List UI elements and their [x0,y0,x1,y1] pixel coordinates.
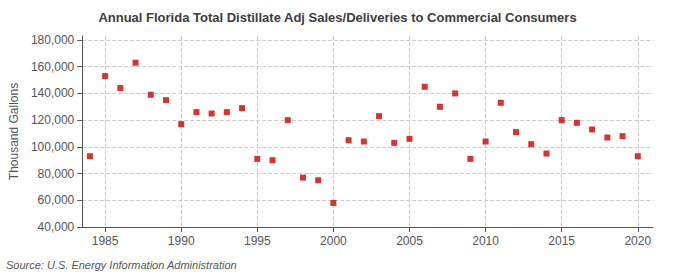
svg-text:140,000: 140,000 [31,86,75,100]
svg-text:2005: 2005 [396,234,423,248]
svg-text:1995: 1995 [244,234,271,248]
svg-text:Source: U.S. Energy Informatio: Source: U.S. Energy Information Administ… [6,259,237,271]
svg-text:60,000: 60,000 [38,193,75,207]
svg-text:1990: 1990 [168,234,195,248]
svg-text:2000: 2000 [320,234,347,248]
svg-text:2010: 2010 [472,234,499,248]
svg-text:2020: 2020 [624,234,651,248]
svg-text:Thousand Gallons: Thousand Gallons [7,83,21,180]
svg-text:40,000: 40,000 [38,220,75,234]
svg-text:100,000: 100,000 [31,140,75,154]
svg-text:Annual Florida Total Distillat: Annual Florida Total Distillate Adj Sale… [98,10,576,25]
svg-text:120,000: 120,000 [31,113,75,127]
svg-text:80,000: 80,000 [38,167,75,181]
svg-text:1985: 1985 [92,234,119,248]
svg-text:180,000: 180,000 [31,33,75,47]
svg-text:2015: 2015 [548,234,575,248]
svg-text:160,000: 160,000 [31,60,75,74]
